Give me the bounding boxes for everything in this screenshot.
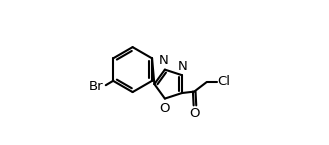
- Text: Cl: Cl: [218, 75, 231, 88]
- Text: Br: Br: [89, 80, 104, 93]
- Text: O: O: [190, 107, 200, 120]
- Text: N: N: [178, 60, 188, 72]
- Text: O: O: [160, 102, 170, 115]
- Text: N: N: [159, 54, 168, 67]
